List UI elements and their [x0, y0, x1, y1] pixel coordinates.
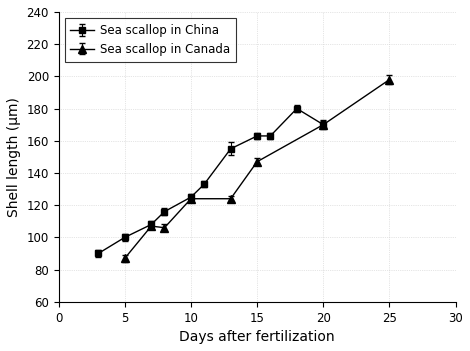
- Legend: Sea scallop in China, Sea scallop in Canada: Sea scallop in China, Sea scallop in Can…: [64, 18, 236, 61]
- Y-axis label: Shell length (μm): Shell length (μm): [7, 97, 21, 217]
- X-axis label: Days after fertilization: Days after fertilization: [180, 330, 335, 344]
